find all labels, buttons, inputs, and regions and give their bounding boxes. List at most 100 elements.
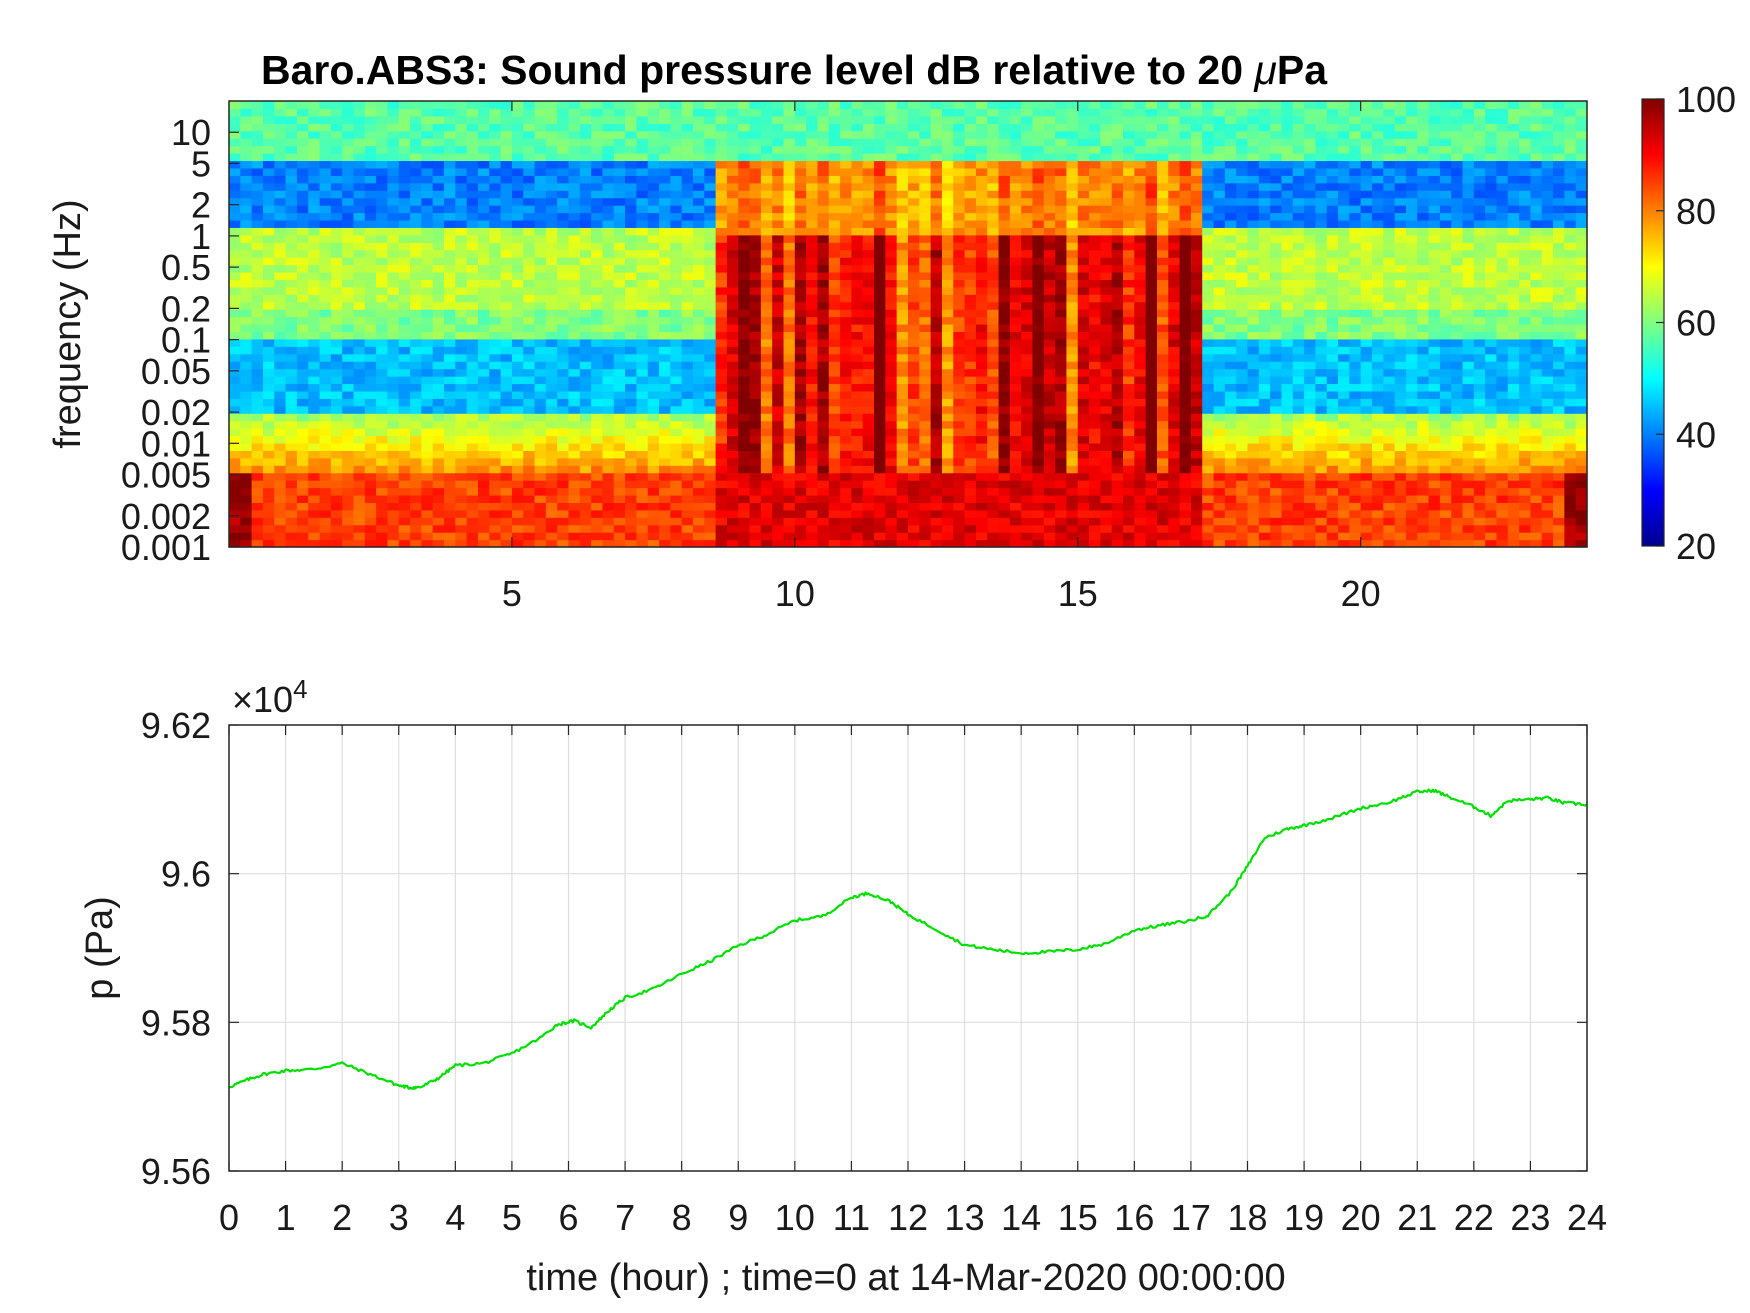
spectrogram-cell — [1077, 502, 1090, 511]
spectrogram-cell — [613, 450, 626, 459]
spectrogram-cell — [1055, 539, 1068, 548]
spectrogram-cell — [262, 442, 275, 451]
spectrogram-cell — [908, 494, 920, 503]
spectrogram-cell — [1032, 413, 1045, 422]
spectrogram-cell — [444, 368, 456, 377]
spectrogram-cell — [410, 130, 422, 139]
spectrogram-cell — [1032, 398, 1045, 407]
spectrogram-cell — [274, 457, 287, 466]
spectrogram-cell — [602, 190, 615, 199]
spectrogram-cell — [1009, 160, 1022, 169]
spectrogram-cell — [1123, 130, 1135, 139]
spectrogram-cell — [421, 532, 434, 541]
spectrogram-cell — [545, 472, 558, 481]
spectrogram-cell — [998, 249, 1011, 258]
spectrogram-cell — [1077, 264, 1090, 273]
spectrogram-cell — [285, 442, 298, 451]
spectrogram-cell — [1111, 435, 1124, 444]
spectrogram-cell — [828, 435, 841, 444]
spectrogram-cell — [874, 517, 886, 526]
spectrogram-cell — [511, 353, 524, 362]
spectrogram-cell — [364, 376, 377, 385]
spectrogram-cell — [330, 353, 343, 362]
spectrogram-cell — [523, 405, 536, 414]
spectrogram-cell — [342, 286, 355, 295]
spectrogram-cell — [726, 331, 739, 340]
spectrogram-cell — [941, 271, 954, 280]
spectrogram-cell — [330, 428, 343, 437]
spectrogram-cell — [545, 376, 558, 385]
spectrogram-cell — [987, 368, 1000, 377]
spectrogram-cell — [568, 234, 581, 243]
spectrogram-cell — [862, 331, 875, 340]
spectrogram-cell — [726, 175, 739, 184]
spectrogram-cell — [828, 353, 841, 362]
spectrogram-cell — [410, 480, 422, 489]
spectrogram-cell — [398, 383, 411, 392]
spectrogram-cell — [953, 205, 966, 214]
spectrogram-cell — [1123, 428, 1135, 437]
spectrogram-cell — [692, 182, 705, 191]
spectrogram-cell — [1123, 435, 1135, 444]
spectrogram-cell — [647, 316, 660, 325]
spectrogram-cell — [738, 145, 751, 154]
spectrogram-cell — [919, 353, 932, 362]
spectrogram-cell — [930, 368, 943, 377]
spectrogram-cell — [794, 480, 807, 489]
spectrogram-cell — [591, 338, 604, 347]
spectrogram-cell — [240, 294, 253, 303]
spectrogram-cell — [659, 182, 671, 191]
spectrogram-cell — [285, 532, 298, 541]
spectrogram-cell — [681, 524, 694, 533]
spectrogram-cell — [1066, 376, 1079, 385]
spectrogram-cell — [647, 257, 660, 266]
spectrogram-cell — [726, 219, 739, 228]
spectrogram-cell — [523, 435, 536, 444]
spectrogram-cell — [229, 413, 241, 422]
spectrogram-cell — [229, 390, 241, 399]
spectrogram-cell — [613, 227, 626, 236]
spectrogram-cell — [953, 368, 966, 377]
spectrogram-cell — [930, 205, 943, 214]
spectrogram-cell — [387, 338, 400, 347]
spectrogram-cell — [342, 271, 355, 280]
spectrogram-cell — [398, 539, 411, 548]
spectrogram-cell — [998, 190, 1011, 199]
spectrogram-cell — [296, 249, 309, 258]
spectrogram-cell — [817, 442, 830, 451]
spectrogram-cell — [1021, 108, 1034, 117]
spectrogram-cell — [636, 227, 649, 236]
spectrogram-cell — [591, 242, 604, 251]
spectrogram-cell — [240, 509, 253, 518]
spectrogram-cell — [840, 376, 853, 385]
spectrogram-cell — [659, 517, 671, 526]
spectrogram-cell — [817, 517, 830, 526]
spectrogram-cell — [534, 145, 547, 154]
spectrogram-cell — [1021, 457, 1034, 466]
spectrogram-cell — [296, 368, 309, 377]
spectrogram-cell — [285, 138, 298, 147]
spectrogram-cell — [410, 368, 422, 377]
spectrogram-cell — [602, 338, 615, 347]
spectrogram-cell — [274, 197, 287, 206]
spectrogram-cell — [240, 487, 253, 496]
spectrogram-cell — [1134, 234, 1147, 243]
spectrogram-cell — [262, 524, 275, 533]
spectrogram-cell — [523, 309, 536, 318]
spectrogram-cell — [908, 197, 920, 206]
spectrogram-cell — [364, 123, 377, 132]
spectrogram-cell — [466, 160, 479, 169]
spectrogram-cell — [613, 264, 626, 273]
spectrogram-cell — [285, 271, 298, 280]
spectrogram-cell — [432, 368, 445, 377]
spectrogram-cell — [251, 398, 264, 407]
spectrogram-cell — [874, 153, 886, 162]
spectrogram-cell — [251, 465, 264, 474]
spectrogram-cell — [1111, 212, 1124, 221]
spectrogram-cell — [919, 301, 932, 310]
spectrogram-cell — [998, 480, 1011, 489]
spectrogram-cell — [749, 101, 762, 110]
spectrogram-cell — [602, 428, 615, 437]
spectrogram-cell — [613, 405, 626, 414]
spectrogram-cell — [1156, 465, 1169, 474]
